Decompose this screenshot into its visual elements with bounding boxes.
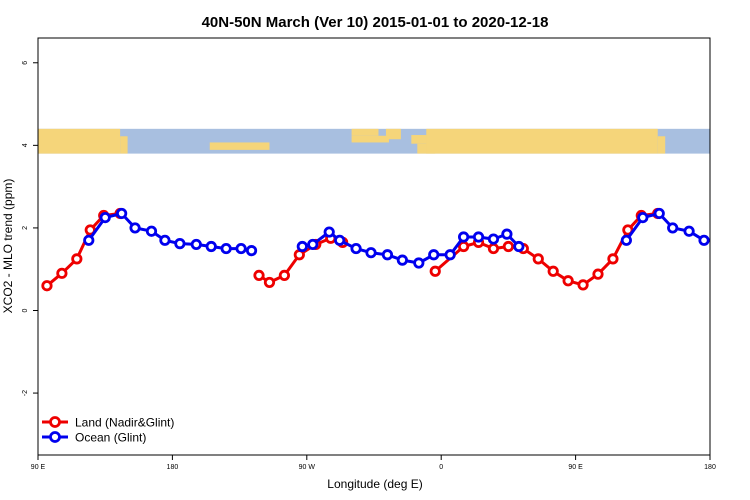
series-0-point-2-11	[607, 253, 619, 265]
legend-entry-land: Land (Nadir&Glint)	[42, 416, 174, 430]
series-1-point-2-5	[698, 234, 710, 246]
series-0-point-2-9	[577, 279, 589, 291]
series-1-point-1-1	[307, 238, 319, 251]
series-1-point-1-9	[428, 249, 440, 261]
x-tick-label-3: 0	[439, 464, 443, 471]
series-1	[83, 207, 710, 269]
series-1-point-1-15	[513, 240, 525, 253]
y-axis-label: XCO2 - MLO trend (ppm)	[1, 179, 15, 314]
series-1-point-0-7	[190, 238, 202, 251]
series-1-point-0-5	[159, 234, 171, 246]
series-0-point-0-1	[56, 267, 68, 279]
y-tick-label-0: -2	[22, 390, 29, 396]
series-1-point-0-1	[99, 211, 111, 224]
map-land-4	[351, 135, 389, 143]
series-0-point-1-0	[253, 269, 265, 282]
y-axis: -2 0 2 4 6	[22, 61, 38, 396]
y-tick-label-4: 6	[22, 61, 29, 65]
series-1-point-1-10	[444, 249, 456, 261]
series-0-point-2-1	[457, 240, 470, 253]
series-1-point-1-6	[381, 249, 394, 261]
y-tick-label-3: 4	[22, 143, 29, 147]
series-1-point-1-12	[472, 231, 485, 243]
x-tick-label-0: 90 E	[31, 464, 46, 471]
series-1-point-0-4	[145, 225, 158, 237]
series-1-point-1-8	[413, 257, 425, 269]
series-1-point-2-2	[653, 207, 665, 220]
series-1-point-2-4	[683, 225, 695, 237]
legend-label-land: Land (Nadir&Glint)	[75, 416, 174, 430]
series-1-point-0-2	[116, 207, 128, 220]
series-1-point-1-7	[396, 254, 408, 266]
series-0-line-2	[434, 212, 658, 287]
y-tick-label-2: 2	[22, 226, 29, 230]
legend: Land (Nadir&Glint) Ocean (Glint)	[42, 416, 174, 445]
series-1-point-0-0	[83, 234, 95, 246]
series-0-point-1-1	[263, 276, 276, 289]
map-land-3	[351, 128, 379, 136]
series-0-point-2-4	[502, 240, 514, 253]
map-land-9	[657, 136, 666, 154]
series-0-point-2-10	[592, 268, 604, 280]
series-1-point-1-3	[334, 234, 346, 246]
series-0-point-2-7	[547, 265, 559, 277]
series-1-point-2-0	[620, 234, 632, 246]
series-1-point-1-0	[296, 240, 308, 253]
legend-entry-ocean: Ocean (Glint)	[42, 431, 146, 445]
plot-frame	[37, 37, 711, 456]
map-land-5	[385, 128, 401, 140]
series-1-point-1-2	[323, 226, 335, 238]
legend-label-ocean: Ocean (Glint)	[75, 431, 146, 445]
series-1-point-1-5	[365, 247, 377, 259]
series-0-point-2-8	[562, 275, 574, 287]
map-strip	[38, 128, 710, 154]
series-1-point-0-10	[235, 242, 247, 255]
series-1-point-0-8	[205, 240, 217, 253]
x-tick-label-4: 90 E	[568, 464, 583, 471]
series-layer	[41, 207, 710, 292]
series-1-point-2-1	[637, 211, 649, 224]
map-land-0	[38, 128, 121, 154]
map-land-1	[120, 136, 128, 154]
x-tick-label-1: 180	[167, 464, 179, 471]
series-0-point-2-6	[532, 253, 544, 265]
series-0-point-2-3	[487, 242, 500, 255]
series-1-point-0-3	[129, 222, 141, 234]
series-1-point-1-11	[457, 231, 470, 243]
series-1-point-1-13	[487, 233, 500, 245]
chart-title: 40N-50N March (Ver 10) 2015-01-01 to 202…	[202, 14, 549, 31]
x-tick-label-2: 90 W	[299, 464, 316, 471]
y-tick-label-1: 0	[22, 308, 29, 312]
series-1-point-1-4	[350, 242, 362, 255]
series-0-point-2-0	[429, 265, 441, 277]
series-1-point-0-6	[174, 238, 186, 250]
map-land-8	[426, 128, 658, 154]
series-1-line-1	[302, 230, 520, 265]
series-1-point-0-11	[245, 245, 258, 257]
series-0-point-0-0	[41, 280, 53, 292]
map-land-2	[209, 142, 270, 150]
x-axis-label: Longitude (deg E)	[327, 477, 422, 491]
series-1-point-0-9	[220, 242, 232, 255]
series-0-point-1-2	[278, 269, 290, 282]
map-land-6	[411, 135, 439, 144]
series-1-point-1-14	[501, 228, 513, 240]
x-axis: 90 E 180 90 W 0 90 E 180	[31, 455, 716, 471]
x-tick-label-5: 180	[704, 464, 716, 471]
series-0-point-0-2	[71, 253, 83, 265]
series-1-point-2-3	[667, 222, 679, 234]
